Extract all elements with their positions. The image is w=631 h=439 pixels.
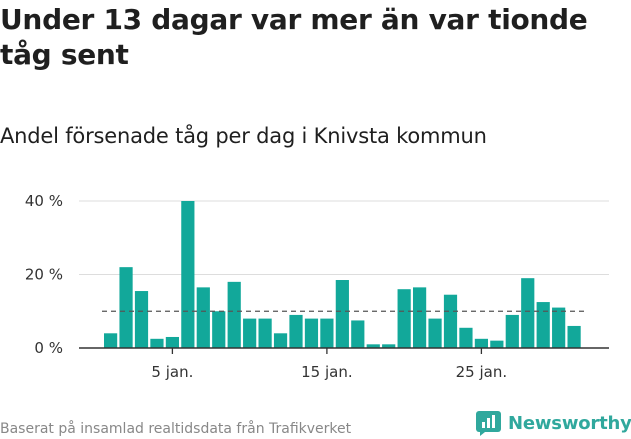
bar (181, 201, 195, 348)
chart-title: Under 13 dagar var mer än var tionde tåg… (0, 3, 588, 71)
bar (212, 311, 226, 348)
bar (134, 291, 149, 348)
bar (119, 267, 133, 348)
bar (243, 318, 257, 348)
bar (320, 318, 334, 348)
bar (335, 280, 349, 348)
y-tick-label: 40 % (25, 192, 63, 210)
bar (289, 314, 303, 348)
bar (474, 338, 488, 348)
bar (413, 287, 427, 348)
bar (165, 336, 179, 348)
bar (521, 278, 535, 348)
bar (382, 344, 396, 348)
bar (428, 318, 442, 348)
bar (104, 333, 118, 348)
newsworthy-brand[interactable]: Newsworthy (476, 408, 631, 438)
bar (567, 325, 581, 348)
bar (536, 302, 550, 348)
bar (273, 333, 288, 348)
bar (227, 281, 241, 348)
y-tick-label: 0 % (34, 339, 63, 357)
x-tick-label: 15 jan. (301, 363, 353, 381)
bar (196, 287, 210, 348)
bar (552, 307, 566, 348)
bar (366, 344, 380, 348)
bar (304, 318, 319, 348)
x-tick-label: 25 jan. (456, 363, 508, 381)
y-tick-label: 20 % (25, 266, 63, 284)
bar (397, 289, 411, 348)
x-axis (79, 347, 609, 354)
newsworthy-logo-icon (476, 410, 501, 436)
bar (351, 320, 365, 348)
y-axis-labels: 0 % 20 % 40 % (25, 192, 63, 357)
x-tick-label: 5 jan. (151, 363, 193, 381)
bar (443, 294, 458, 348)
bar-series (104, 201, 581, 348)
bar (505, 314, 519, 348)
gridlines (79, 200, 609, 275)
brand-name: Newsworthy (508, 412, 631, 434)
bar (490, 340, 504, 348)
x-axis-labels: 5 jan. 15 jan. 25 jan. (151, 363, 507, 381)
source-note: Baserat på insamlad realtidsdata från Tr… (0, 421, 352, 437)
chart-subtitle: Andel försenade tåg per dag i Knivsta ko… (0, 124, 487, 148)
bar (258, 318, 272, 348)
bar (459, 327, 473, 348)
bar (150, 338, 164, 348)
